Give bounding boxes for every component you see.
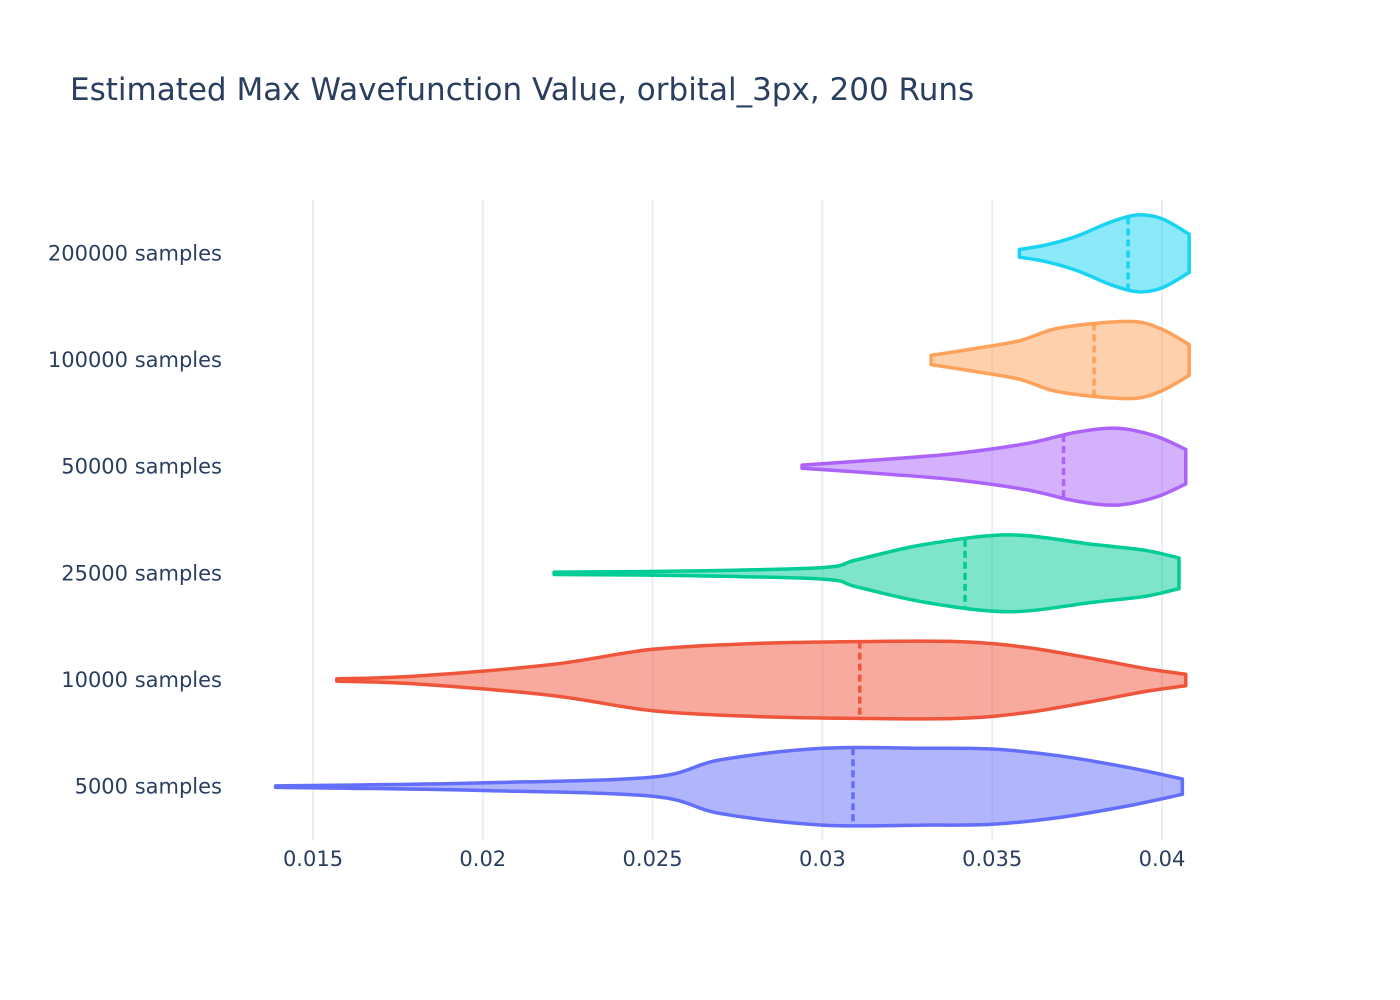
x-tick-label: 0.03 bbox=[799, 847, 846, 871]
y-category-label: 25000 samples bbox=[61, 561, 222, 585]
grid-lines bbox=[312, 200, 1163, 840]
chart-title: Estimated Max Wavefunction Value, orbita… bbox=[70, 72, 974, 108]
y-category-label: 10000 samples bbox=[61, 668, 222, 692]
violin-shape[interactable] bbox=[929, 319, 1191, 401]
y-category-label: 50000 samples bbox=[61, 455, 222, 479]
violin-shape[interactable] bbox=[335, 639, 1188, 721]
x-tick-label: 0.015 bbox=[283, 847, 343, 871]
y-category-label: 200000 samples bbox=[48, 241, 222, 265]
violin-series bbox=[273, 213, 1191, 828]
x-tick-label: 0.02 bbox=[459, 847, 506, 871]
x-axis-tick-labels: 0.015 0.02 0.025 0.03 0.035 0.04 bbox=[283, 847, 1185, 871]
x-tick-label: 0.025 bbox=[623, 847, 683, 871]
violin-shape[interactable] bbox=[552, 533, 1181, 614]
x-tick-label: 0.035 bbox=[962, 847, 1022, 871]
violin-shape[interactable] bbox=[1017, 213, 1191, 294]
y-category-label: 5000 samples bbox=[75, 775, 222, 799]
y-axis-category-labels: 5000 samples 10000 samples 25000 samples 50… bbox=[48, 241, 222, 798]
x-tick-label: 0.04 bbox=[1139, 847, 1186, 871]
violin-shape[interactable] bbox=[800, 426, 1188, 507]
violin-shape[interactable] bbox=[273, 745, 1185, 828]
y-category-label: 100000 samples bbox=[48, 348, 222, 372]
